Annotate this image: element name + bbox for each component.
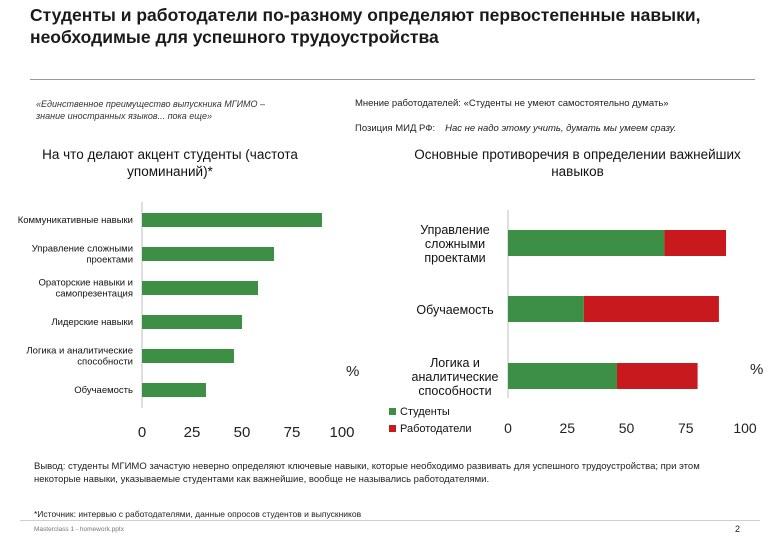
left-bar-2 <box>142 247 274 261</box>
left-category-label-line: проектами <box>86 255 133 266</box>
left-category-label-4: Лидерские навыки <box>51 317 133 328</box>
right-x-tick-0: 0 <box>504 420 512 436</box>
left-category-label-line: Управление сложными <box>32 244 133 255</box>
left-x-tick-50: 50 <box>234 424 251 441</box>
left-category-label-line: Ораторские навыки и <box>38 278 133 289</box>
left-x-tick-25: 25 <box>184 424 201 441</box>
footer-divider <box>20 520 760 521</box>
right-x-tick-50: 50 <box>619 420 635 436</box>
left-category-label-line: Коммуникативные навыки <box>18 215 133 226</box>
right-bar-2-employers <box>583 296 719 322</box>
right-x-tick-75: 75 <box>678 420 694 436</box>
right-category-label-line: способности <box>418 384 491 398</box>
title-divider <box>30 79 755 80</box>
right-category-label-1: Управление сложными проектами <box>420 223 490 265</box>
left-bar-4 <box>142 315 242 329</box>
right-x-tick-100: 100 <box>733 420 757 436</box>
right-chart-title: Основные противоречия в определении важн… <box>414 147 741 179</box>
right-percent-label: % <box>750 361 763 378</box>
right-category-label-3: Логика и аналитические способности <box>412 356 499 398</box>
left-category-label-line: Обучаемость <box>74 385 133 396</box>
left-category-label-line: способности <box>77 357 133 368</box>
right-category-label-2: Обучаемость <box>416 303 493 317</box>
right-category-label-line: аналитические <box>412 370 499 384</box>
source-footnote: *Источник: интервью с работодателями, да… <box>34 509 362 519</box>
right-bar-3-students <box>508 363 618 389</box>
right-category-label-line: проектами <box>424 251 485 265</box>
left-x-tick-100: 100 <box>329 424 354 441</box>
right-category-label-line: сложными <box>425 237 485 251</box>
left-category-label-line: Лидерские навыки <box>51 317 133 328</box>
ministry-label: Позиция МИД РФ: <box>355 123 436 134</box>
left-category-label-line: Логика и аналитические <box>26 346 133 357</box>
left-x-tick-0: 0 <box>138 424 146 441</box>
left-percent-label: % <box>346 363 359 380</box>
left-category-label-5: Логика и аналитические способности <box>26 346 133 368</box>
legend-swatch-employers <box>389 425 396 432</box>
slide-title: Студенты и работодатели по-разному опред… <box>30 5 701 47</box>
left-category-label-2: Управление сложными проектами <box>32 244 133 266</box>
left-category-label-line: самопрезентация <box>55 289 133 300</box>
graduate-quote: «Единственное преимущество выпускника МГ… <box>36 99 266 121</box>
right-category-label-line: Обучаемость <box>416 303 493 317</box>
left-bar-3 <box>142 281 258 295</box>
right-bar-3-employers <box>617 363 698 389</box>
ministry-value: Нас не надо этому учить, думать мы умеем… <box>445 123 677 134</box>
right-bar-1-employers <box>664 230 727 256</box>
left-chart-title: На что делают акцент студенты (частота у… <box>42 147 298 179</box>
footer-file-label: Masterclass 1 - homework.pptx <box>34 526 124 533</box>
left-category-label-1: Коммуникативные навыки <box>18 215 133 226</box>
left-category-label-6: Обучаемость <box>74 385 133 396</box>
legend-label-employers: Работодатели <box>400 423 472 435</box>
legend-swatch-students <box>389 408 396 415</box>
left-bar-5 <box>142 349 234 363</box>
right-bar-1-students <box>508 230 665 256</box>
right-category-label-line: Управление <box>420 223 490 237</box>
right-x-tick-25: 25 <box>559 420 575 436</box>
right-bar-2-students <box>508 296 584 322</box>
right-category-label-line: Логика и <box>430 356 480 370</box>
left-bar-6 <box>142 383 206 397</box>
legend-label-students: Студенты <box>400 406 450 418</box>
conclusion-text: Вывод: студенты МГИМО зачастую неверно о… <box>34 461 700 485</box>
left-bar-1 <box>142 213 322 227</box>
left-category-label-3: Ораторские навыки и самопрезентация <box>38 278 133 300</box>
left-x-tick-75: 75 <box>284 424 301 441</box>
employer-opinion: Мнение работодателей: «Студенты не умеют… <box>355 98 669 109</box>
ministry-position: Позиция МИД РФ: Нас не надо этому учить, … <box>355 123 676 134</box>
page-number: 2 <box>735 524 741 534</box>
